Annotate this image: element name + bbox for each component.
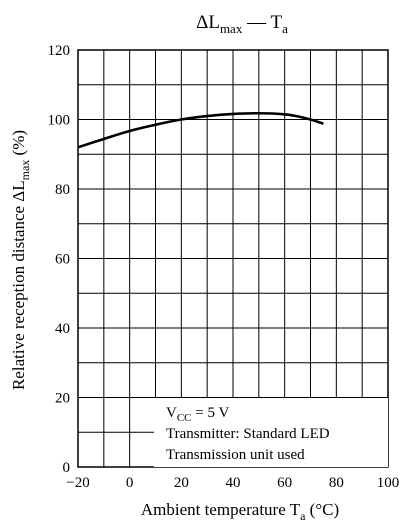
title-sep: —	[242, 12, 270, 33]
x-tick-label: 40	[226, 475, 241, 491]
y-axis-label-sub: max	[18, 160, 32, 181]
grid-lines	[78, 50, 388, 467]
x-tick-label: 80	[329, 475, 344, 491]
annotation-vcc-sub: CC	[177, 412, 192, 424]
y-tick-label: 80	[55, 182, 70, 198]
y-axis-label-main: Relative reception distance ΔL	[9, 180, 28, 390]
x-tick-label: 60	[277, 475, 292, 491]
annotation-line-1: VCC = 5 V	[166, 405, 229, 424]
y-axis-label-unit: (%)	[9, 130, 28, 160]
series-layer	[77, 111, 324, 149]
annotation-line-2: Transmitter: Standard LED	[166, 426, 330, 442]
annotation-vcc-value: = 5 V	[192, 405, 230, 421]
x-axis-label-unit: (°C)	[305, 500, 339, 519]
title-sub: max	[220, 21, 243, 36]
y-axis-label: Relative reception distance ΔLmax (%)	[9, 130, 32, 390]
y-tick-label: 120	[48, 43, 71, 59]
x-axis-label: Ambient temperature Ta (°C)	[141, 500, 339, 523]
y-tick-label: 60	[55, 252, 70, 268]
x-tick-label: 20	[174, 475, 189, 491]
y-tick-label: 100	[48, 113, 71, 129]
x-tick-label: 0	[126, 475, 134, 491]
annotation-line-3: Transmission unit used	[166, 447, 305, 463]
y-tick-label: 0	[63, 460, 71, 476]
title-sub2: a	[282, 21, 288, 36]
x-tick-label: −20	[66, 475, 89, 491]
y-tick-label: 40	[55, 321, 70, 337]
y-tick-label: 20	[55, 391, 70, 407]
annotation-vcc: V	[166, 405, 177, 421]
title-main: ΔL	[196, 12, 220, 33]
x-axis-label-sub: a	[300, 509, 306, 523]
title-main2: T	[271, 12, 283, 33]
x-tick-label: 100	[377, 475, 400, 491]
annotation-box	[154, 398, 388, 467]
series-line	[77, 111, 324, 149]
x-axis-label-main: Ambient temperature T	[141, 500, 301, 519]
chart-title: ΔLmax — Ta	[196, 12, 288, 36]
